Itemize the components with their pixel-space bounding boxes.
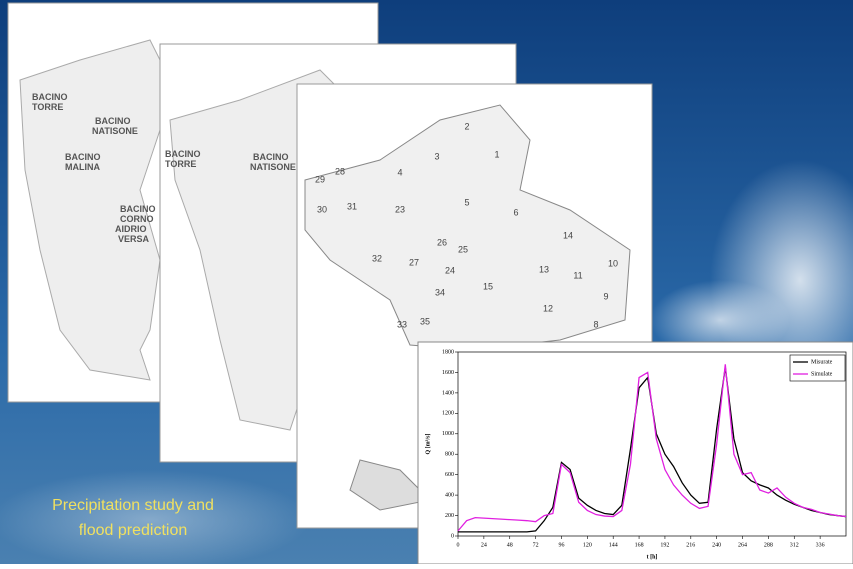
y-tick-label: 0 xyxy=(451,533,454,539)
region-number: 24 xyxy=(445,265,455,275)
slide: BACINOTORRE BACINONATISONE BACINOMALINA … xyxy=(0,0,853,564)
x-tick-label: 288 xyxy=(764,542,773,548)
x-tick-label: 216 xyxy=(686,542,695,548)
y-tick-label: 1000 xyxy=(442,431,454,437)
region-number: 33 xyxy=(397,319,407,329)
region-number: 27 xyxy=(409,257,419,267)
region-number: 23 xyxy=(395,204,405,214)
x-tick-label: 264 xyxy=(738,542,747,548)
x-tick-label: 312 xyxy=(790,542,799,548)
region-number: 3 xyxy=(434,151,439,161)
x-tick-label: 96 xyxy=(558,542,564,548)
x-tick-label: 168 xyxy=(635,542,644,548)
region-number: 15 xyxy=(483,281,493,291)
x-tick-label: 336 xyxy=(816,542,825,548)
region-number: 13 xyxy=(539,264,549,274)
x-tick-label: 0 xyxy=(457,542,460,548)
region-number: 4 xyxy=(397,167,402,177)
region-number: 26 xyxy=(437,237,447,247)
region-number: 30 xyxy=(317,204,327,214)
y-tick-label: 1800 xyxy=(442,349,454,355)
region-number: 8 xyxy=(593,319,598,329)
x-tick-label: 120 xyxy=(583,542,592,548)
legend-label: Simulate xyxy=(811,371,833,377)
region-number: 32 xyxy=(372,253,382,263)
region-number: 1 xyxy=(494,149,499,159)
x-tick-label: 144 xyxy=(609,542,618,548)
region-number: 14 xyxy=(563,230,573,240)
y-axis-label: Q [m³/s] xyxy=(425,434,431,455)
region-number: 28 xyxy=(335,166,345,176)
y-tick-label: 200 xyxy=(445,513,454,519)
chart-panel xyxy=(418,342,853,564)
y-tick-label: 800 xyxy=(445,452,454,458)
region-number: 25 xyxy=(458,244,468,254)
region-number: 29 xyxy=(315,174,325,184)
y-tick-label: 1200 xyxy=(442,411,454,417)
x-tick-label: 48 xyxy=(507,542,513,548)
x-axis-label: t [h] xyxy=(647,554,658,560)
region-number: 35 xyxy=(420,316,430,326)
y-tick-label: 1600 xyxy=(442,370,454,376)
x-tick-label: 24 xyxy=(481,542,487,548)
region-number: 31 xyxy=(347,201,357,211)
legend-label: Misurate xyxy=(811,359,833,365)
region-number: 6 xyxy=(513,207,518,217)
region-number: 9 xyxy=(603,291,608,301)
page: BACINOTORRE BACINONATISONE BACINOMALINA … xyxy=(0,0,853,564)
region-number: 5 xyxy=(464,197,469,207)
region-number: 10 xyxy=(608,258,618,268)
y-tick-label: 600 xyxy=(445,472,454,478)
region-number: 11 xyxy=(573,270,582,280)
y-tick-label: 1400 xyxy=(442,390,454,396)
region-number: 12 xyxy=(543,303,553,313)
x-tick-label: 192 xyxy=(660,542,669,548)
region-number: 34 xyxy=(435,287,445,297)
x-tick-label: 240 xyxy=(712,542,721,548)
y-tick-label: 400 xyxy=(445,492,454,498)
x-tick-label: 72 xyxy=(533,542,539,548)
region-number: 2 xyxy=(464,121,469,131)
